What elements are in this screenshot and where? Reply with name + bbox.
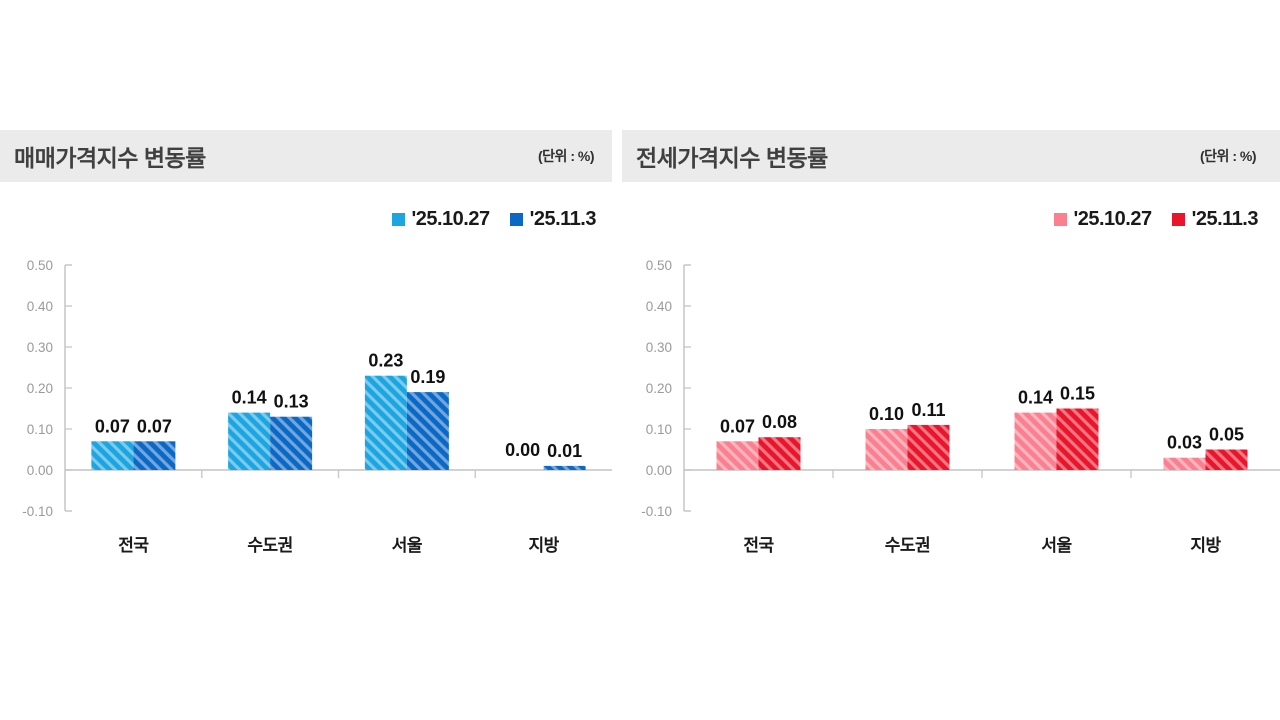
y-tick-label: 0.00 — [646, 463, 672, 478]
y-tick-label: 0.00 — [27, 463, 53, 478]
y-tick-label: 0.20 — [27, 381, 53, 396]
x-category-label: 지방 — [528, 536, 559, 555]
legend-label-sale-prev: '25.10.27 — [411, 208, 491, 230]
x-category-label: 지방 — [1190, 536, 1221, 555]
legend-swatch-icon-jeonse-prev — [1053, 213, 1067, 226]
panel-unit-sale: (단위 : %) — [538, 148, 594, 164]
y-tick-label: 0.40 — [27, 299, 53, 314]
bar-전국-'25.10.27[interactable] — [716, 441, 759, 470]
panel-unit-jeonse: (단위 : %) — [1200, 148, 1256, 164]
bar-서울-'25.11.3[interactable] — [1056, 408, 1099, 471]
panel-title-jeonse: 전세가격지수 변동률 — [636, 145, 828, 171]
x-category-label: 서울 — [1041, 536, 1072, 555]
legend-swatch-icon-jeonse-curr — [1171, 213, 1185, 226]
plot-area-jeonse: 0.50 0.40 0.30 0.20 0.10 0.00 -0.10 0.07 0.08 전국 0… — [622, 255, 1280, 555]
y-tick-label: 0.50 — [27, 258, 53, 273]
panel-header-sale: 매매가격지수 변동률 (단위 : %) — [0, 130, 612, 182]
bar-수도권-'25.11.3[interactable] — [270, 416, 313, 470]
bar-value-label: 0.07 — [137, 416, 172, 436]
bar-value-label: 0.23 — [368, 351, 403, 371]
panel-title-sale: 매매가격지수 변동률 — [14, 145, 206, 171]
bar-value-label: 0.07 — [95, 416, 130, 436]
bar-전국-'25.11.3[interactable] — [133, 441, 176, 470]
bar-지방-'25.10.27[interactable] — [1163, 457, 1206, 470]
bar-value-label: 0.11 — [911, 400, 945, 420]
bar-chart-jeonse: 0.50 0.40 0.30 0.20 0.10 0.00 -0.10 0.07 0.08 전국 0… — [641, 258, 1280, 555]
panel-jeonse-price-index: 전세가격지수 변동률 (단위 : %) '25.10.27 '25.11.3 0… — [622, 130, 1280, 555]
panel-sale-price-index: 매매가격지수 변동률 (단위 : %) '25.10.27 '25.11.3 0… — [0, 130, 612, 555]
y-tick-label: 0.10 — [646, 422, 672, 437]
legend-label-jeonse-prev: '25.10.27 — [1073, 208, 1153, 230]
plot-area-sale: 0.50 0.40 0.30 0.20 0.10 0.00 -0.10 0.07 0.07 전국 0… — [0, 255, 612, 555]
bar-수도권-'25.10.27[interactable] — [865, 429, 908, 470]
bar-지방-'25.11.3[interactable] — [1205, 449, 1248, 471]
bar-value-label: 0.14 — [232, 388, 267, 408]
bar-전국-'25.11.3[interactable] — [758, 437, 801, 470]
bar-수도권-'25.11.3[interactable] — [907, 424, 950, 470]
bar-서울-'25.10.27[interactable] — [1014, 412, 1057, 470]
x-category-label: 전국 — [743, 536, 774, 555]
legend-sale: '25.10.27 '25.11.3 — [391, 208, 597, 231]
bar-value-label: 0.00 — [505, 440, 540, 460]
panel-header-jeonse: 전세가격지수 변동률 (단위 : %) — [622, 130, 1280, 182]
bar-value-label: 0.08 — [762, 412, 797, 432]
legend-swatch-icon-sale-prev — [391, 213, 405, 226]
bar-value-label: 0.14 — [1018, 388, 1053, 408]
y-tick-label: 0.30 — [646, 340, 672, 355]
x-category-label: 수도권 — [247, 536, 292, 555]
y-tick-label: 0.20 — [646, 381, 672, 396]
x-category-label: 수도권 — [885, 536, 930, 555]
y-tick-label: -0.10 — [22, 504, 53, 519]
legend-item-jeonse-prev[interactable]: '25.10.27 — [1053, 208, 1153, 231]
x-category-label: 서울 — [392, 536, 423, 555]
y-tick-label: 0.50 — [646, 258, 672, 273]
legend-label-jeonse-curr: '25.11.3 — [1191, 208, 1259, 230]
x-category-label: 전국 — [118, 536, 149, 555]
bar-서울-'25.11.3[interactable] — [406, 392, 449, 470]
y-tick-label: 0.30 — [27, 340, 53, 355]
bar-value-label: 0.19 — [410, 367, 445, 387]
y-tick-label: 0.40 — [646, 299, 672, 314]
bar-전국-'25.10.27[interactable] — [91, 441, 134, 470]
bar-value-label: 0.10 — [869, 404, 904, 424]
legend-jeonse: '25.10.27 '25.11.3 — [1053, 208, 1259, 231]
y-tick-label: 0.10 — [27, 422, 53, 437]
bar-서울-'25.10.27[interactable] — [364, 375, 407, 470]
bar-value-label: 0.07 — [720, 416, 755, 436]
bar-value-label: 0.01 — [547, 441, 582, 461]
legend-item-jeonse-curr[interactable]: '25.11.3 — [1171, 208, 1259, 231]
bar-지방-'25.11.3[interactable] — [543, 465, 586, 470]
y-tick-label: -0.10 — [641, 504, 672, 519]
bar-value-label: 0.03 — [1167, 433, 1202, 453]
bar-value-label: 0.15 — [1060, 384, 1095, 404]
legend-item-sale-prev[interactable]: '25.10.27 — [391, 208, 491, 231]
bar-value-label: 0.13 — [274, 392, 309, 412]
legend-swatch-icon-sale-curr — [509, 213, 523, 226]
legend-item-sale-curr[interactable]: '25.11.3 — [509, 208, 597, 231]
bar-chart-sale: 0.50 0.40 0.30 0.20 0.10 0.00 -0.10 0.07 0.07 전국 0… — [22, 258, 612, 555]
legend-label-sale-curr: '25.11.3 — [529, 208, 597, 230]
bar-value-label: 0.05 — [1209, 425, 1244, 445]
bar-수도권-'25.10.27[interactable] — [228, 412, 271, 470]
